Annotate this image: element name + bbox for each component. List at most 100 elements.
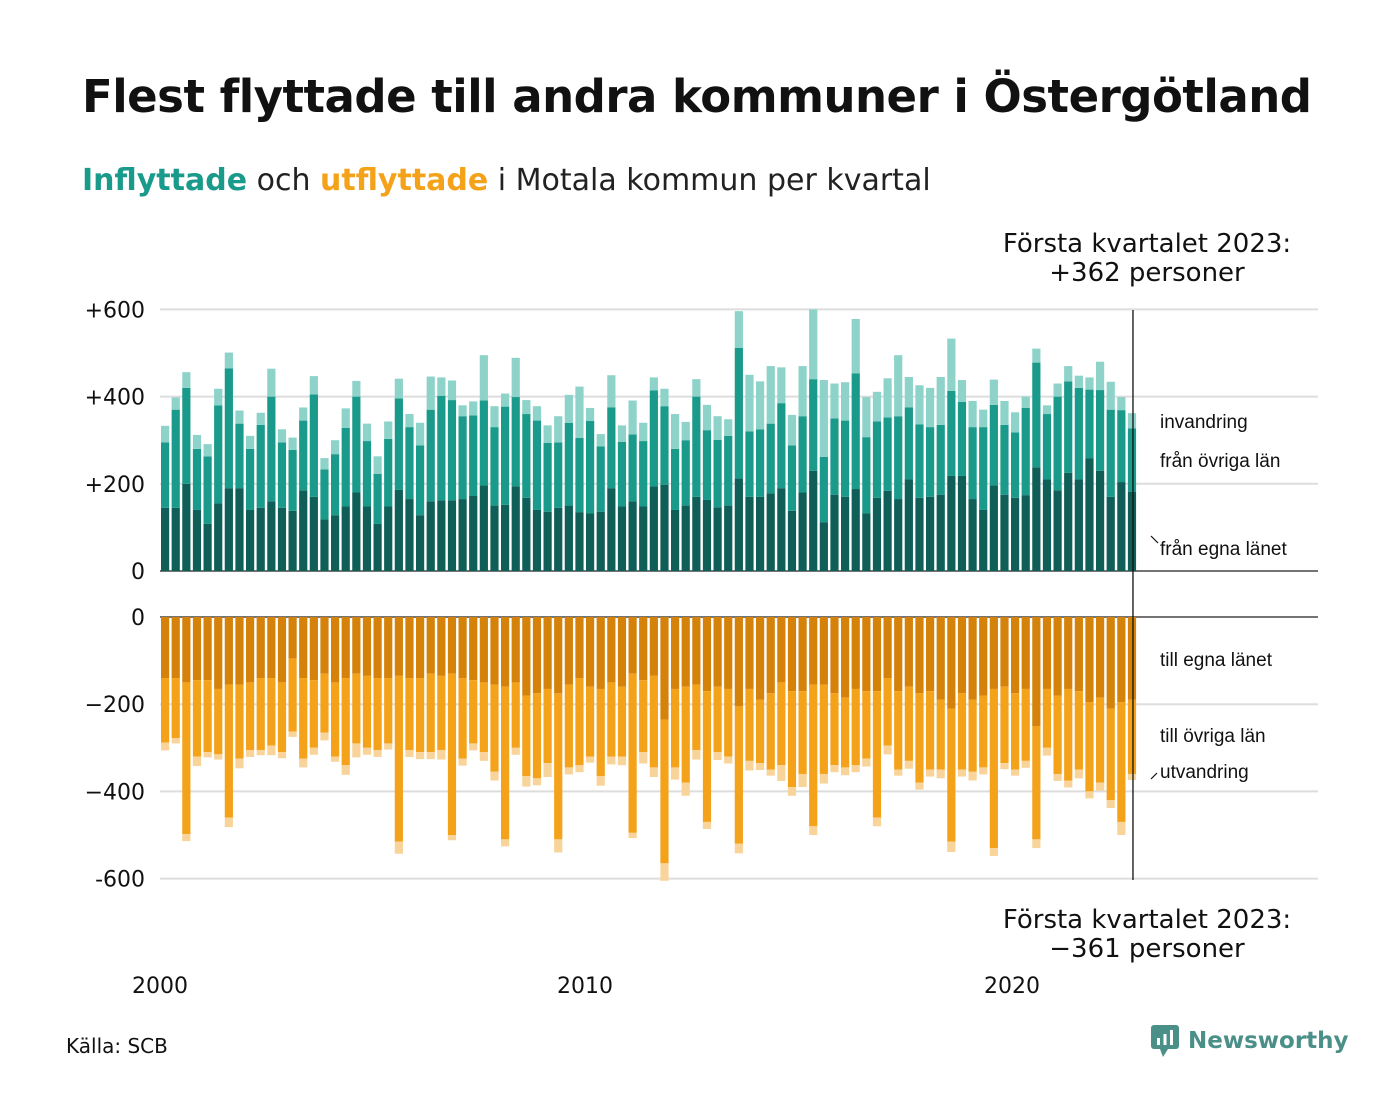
bar-in-immig bbox=[841, 382, 850, 421]
subtitle-och: och bbox=[247, 163, 320, 198]
bar-in-own bbox=[1106, 496, 1115, 571]
bar-out-emig bbox=[554, 839, 563, 853]
bar-in-other bbox=[745, 431, 754, 497]
bar-out-other bbox=[777, 682, 786, 766]
bar-out-own bbox=[426, 617, 435, 674]
bar-out-own bbox=[660, 617, 669, 720]
annotation-bottom-line2: −361 personer bbox=[1049, 934, 1245, 964]
bar-in-other bbox=[501, 406, 510, 505]
bar-out-own bbox=[1085, 617, 1094, 703]
chart-title: Flest flyttade till andra kommuner i Öst… bbox=[82, 70, 1312, 123]
bar-out-own bbox=[1032, 617, 1041, 726]
bar-in-own bbox=[989, 485, 998, 571]
bar-out-other bbox=[745, 688, 754, 761]
bar-out-other bbox=[288, 658, 297, 732]
bar-out-emig bbox=[490, 771, 499, 781]
bar-out-other bbox=[575, 678, 584, 766]
bar-out-own bbox=[416, 617, 425, 679]
bar-in-immig bbox=[692, 379, 701, 397]
bar-out-own bbox=[787, 617, 797, 692]
bar-out-own bbox=[1127, 617, 1137, 700]
bar-out-emig bbox=[416, 752, 425, 760]
bar-in-other bbox=[1106, 409, 1115, 497]
bar-out-own bbox=[649, 617, 658, 676]
bar-in-own bbox=[564, 505, 573, 571]
bar-out-other bbox=[1000, 686, 1009, 764]
bar-in-other bbox=[171, 409, 180, 508]
bar-in-other bbox=[671, 448, 680, 510]
bar-out-other bbox=[479, 682, 488, 753]
bar-in-own bbox=[1064, 472, 1073, 571]
bar-out-other bbox=[681, 686, 690, 783]
bar-out-other bbox=[702, 691, 712, 822]
bar-out-other bbox=[384, 678, 393, 744]
bar-out-own bbox=[671, 617, 680, 689]
bar-out-own bbox=[809, 617, 818, 685]
bar-in-immig bbox=[872, 391, 882, 422]
y-tick-label-bottom: −200 bbox=[85, 693, 145, 718]
bar-in-own bbox=[660, 484, 669, 571]
bar-in-own bbox=[341, 506, 350, 571]
bar-in-other bbox=[957, 401, 967, 476]
bar-in-own bbox=[426, 501, 435, 571]
bar-in-own bbox=[1021, 495, 1030, 571]
bar-in-own bbox=[309, 496, 318, 571]
bar-out-emig bbox=[299, 758, 308, 768]
bar-in-other bbox=[246, 448, 255, 510]
bar-in-other bbox=[203, 456, 212, 524]
bar-in-other bbox=[713, 439, 722, 508]
bar-out-emig bbox=[1127, 773, 1137, 781]
bar-in-own bbox=[522, 497, 531, 571]
bar-out-emig bbox=[586, 756, 595, 763]
annotation-top-line1: Första kvartalet 2023: bbox=[1003, 229, 1291, 259]
bar-in-own bbox=[851, 489, 860, 571]
y-tick-label-top: +600 bbox=[85, 298, 145, 323]
bar-out-emig bbox=[246, 749, 255, 757]
bar-in-immig bbox=[1127, 413, 1137, 429]
bar-in-own bbox=[681, 505, 690, 571]
bar-out-emig bbox=[203, 752, 212, 758]
bar-out-own bbox=[851, 617, 860, 689]
bar-out-emig bbox=[841, 767, 850, 776]
bar-in-other bbox=[277, 442, 287, 508]
brand-name: Newsworthy bbox=[1188, 1028, 1349, 1054]
bar-in-other bbox=[702, 430, 712, 500]
bar-out-other bbox=[926, 691, 935, 770]
bar-in-immig bbox=[511, 357, 520, 398]
bar-out-own bbox=[734, 617, 743, 707]
bar-out-other bbox=[692, 684, 701, 750]
bar-out-other bbox=[554, 693, 563, 840]
bar-in-immig bbox=[341, 408, 350, 428]
bar-in-other bbox=[766, 423, 775, 494]
bar-in-immig bbox=[224, 352, 233, 369]
bar-out-emig bbox=[1042, 747, 1052, 756]
bar-out-other bbox=[246, 682, 255, 750]
bar-out-own bbox=[501, 617, 510, 687]
bar-in-immig bbox=[734, 311, 743, 348]
bar-out-other bbox=[235, 684, 244, 759]
bar-in-other bbox=[554, 442, 563, 508]
bar-in-other bbox=[756, 429, 765, 497]
bar-in-immig bbox=[830, 383, 839, 419]
bar-out-own bbox=[926, 617, 935, 692]
bar-out-own bbox=[458, 617, 467, 679]
bar-out-other bbox=[352, 673, 361, 744]
bar-out-own bbox=[394, 617, 403, 676]
bar-in-own bbox=[841, 496, 850, 571]
bar-in-own bbox=[1042, 479, 1052, 571]
bar-in-immig bbox=[702, 404, 712, 431]
bar-out-emig bbox=[979, 767, 988, 775]
bar-out-own bbox=[756, 617, 765, 700]
bar-in-own bbox=[458, 499, 467, 571]
bar-out-emig bbox=[214, 754, 223, 760]
bar-in-other bbox=[331, 454, 340, 516]
bar-out-other bbox=[490, 684, 499, 772]
bar-in-immig bbox=[405, 414, 414, 428]
bar-out-emig bbox=[989, 848, 998, 856]
bar-out-other bbox=[511, 682, 520, 748]
bar-out-other bbox=[904, 686, 913, 761]
chart-subtitle: Inflyttade och utflyttade i Motala kommu… bbox=[82, 163, 931, 198]
bar-in-immig bbox=[957, 380, 967, 402]
bar-out-other bbox=[405, 678, 414, 750]
bar-in-own bbox=[883, 490, 892, 571]
